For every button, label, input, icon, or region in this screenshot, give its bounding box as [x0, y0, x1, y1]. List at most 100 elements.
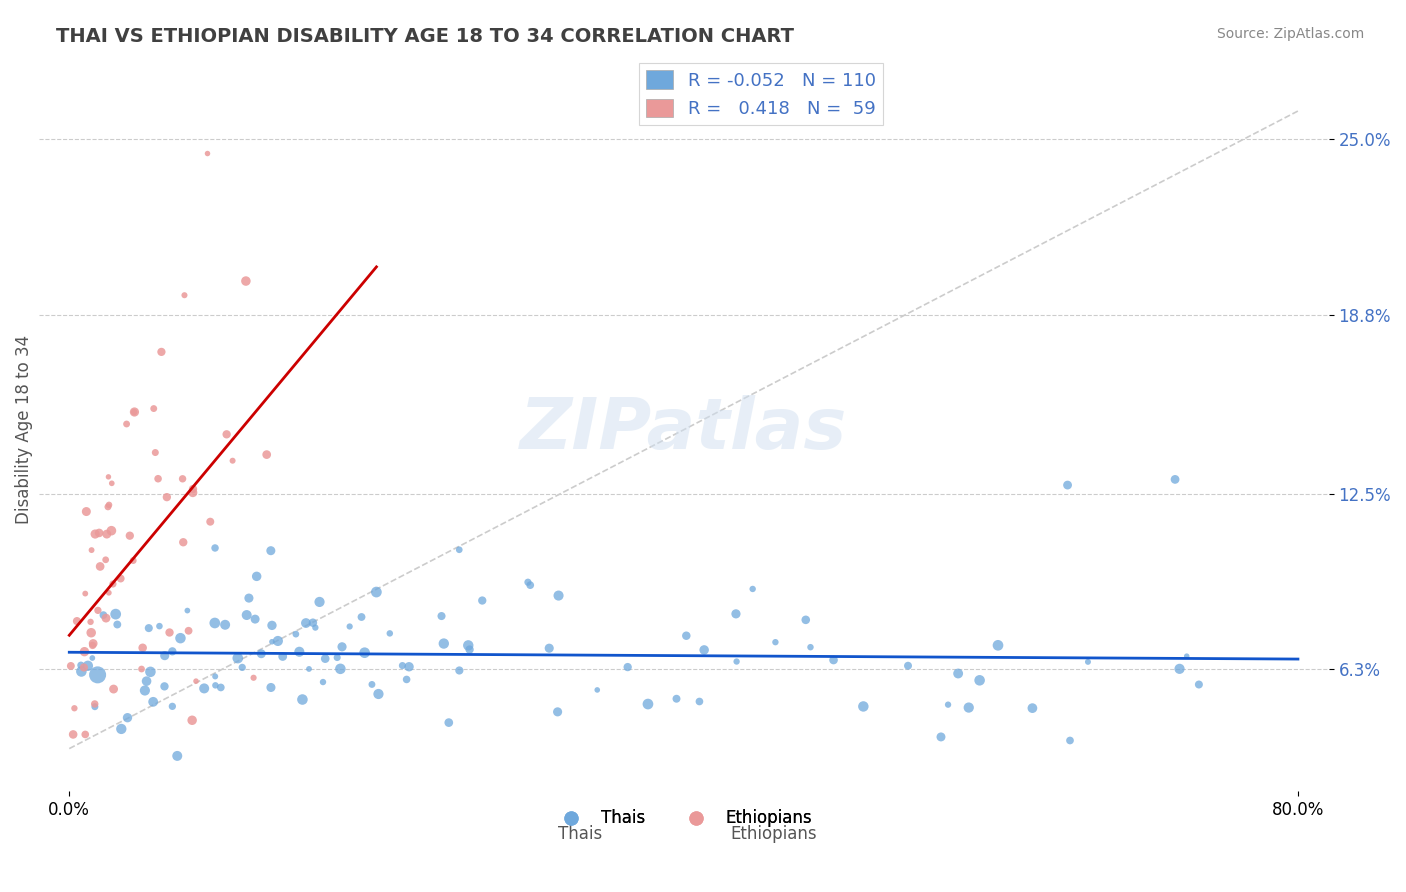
Point: [1168, 662, 1191, 676]
Point: [73, 645, 96, 659]
Point: [105, 617, 128, 632]
Point: [946, 666, 969, 681]
Point: [242, 671, 264, 685]
Point: [897, 658, 920, 673]
Point: [366, 585, 388, 599]
Point: [852, 699, 875, 714]
Point: [89, 525, 111, 540]
Point: [94, 553, 117, 567]
Point: [361, 677, 384, 691]
Point: [156, 490, 179, 504]
Point: [765, 635, 787, 649]
Point: [97, 500, 120, 514]
Point: [209, 681, 232, 695]
Point: [131, 640, 153, 655]
Point: [339, 619, 361, 633]
Point: [94, 611, 117, 625]
Point: [181, 713, 204, 727]
Point: [63, 701, 86, 715]
Point: [231, 660, 253, 674]
Point: [204, 678, 226, 692]
Point: [117, 711, 139, 725]
Point: [449, 542, 471, 557]
Point: [226, 651, 249, 665]
Point: [1175, 649, 1198, 664]
Point: [173, 288, 195, 302]
Point: [260, 681, 283, 695]
Point: [135, 674, 157, 689]
Point: [288, 645, 311, 659]
Point: [304, 621, 326, 635]
Point: [83, 697, 105, 711]
Point: [181, 485, 204, 500]
Point: [449, 664, 471, 678]
Point: [75, 727, 97, 741]
Point: [693, 643, 716, 657]
Point: [665, 691, 688, 706]
Point: [235, 608, 257, 623]
Point: [79, 615, 101, 629]
Point: [148, 619, 170, 633]
Point: [823, 653, 845, 667]
Point: [637, 697, 659, 711]
Point: [75, 586, 97, 600]
Point: [169, 631, 191, 645]
Point: [115, 417, 138, 431]
Point: [271, 649, 294, 664]
Point: [284, 627, 307, 641]
Point: [59, 659, 82, 673]
Point: [457, 638, 479, 652]
Point: [243, 612, 266, 626]
Point: [103, 681, 125, 696]
Point: [98, 498, 121, 512]
Point: [80, 625, 103, 640]
Point: [101, 476, 124, 491]
Point: [329, 662, 352, 676]
Point: [89, 559, 111, 574]
Point: [82, 636, 104, 650]
Point: [519, 578, 541, 592]
Point: [987, 638, 1010, 652]
Point: [250, 647, 273, 661]
Point: [124, 405, 146, 419]
Point: [97, 586, 120, 600]
Point: [238, 591, 260, 606]
Y-axis label: Disability Age 18 to 34: Disability Age 18 to 34: [15, 335, 32, 524]
Point: [66, 614, 89, 628]
Point: [139, 665, 162, 679]
Point: [433, 636, 456, 650]
Point: [184, 674, 207, 689]
Point: [110, 572, 132, 586]
Point: [159, 625, 181, 640]
Point: [957, 700, 980, 714]
Point: [395, 673, 418, 687]
Point: [267, 634, 290, 648]
Point: [298, 662, 321, 676]
Point: [122, 405, 145, 419]
Point: [142, 695, 165, 709]
Point: [197, 146, 219, 161]
Point: [969, 673, 991, 688]
Point: [1164, 472, 1187, 486]
Point: [176, 603, 198, 617]
Point: [458, 642, 481, 657]
Point: [204, 615, 226, 630]
Point: [110, 722, 132, 736]
Point: [799, 640, 821, 655]
Point: [1021, 701, 1043, 715]
Point: [73, 660, 96, 674]
Point: [1056, 478, 1078, 492]
Point: [172, 535, 194, 549]
Text: ZIPatlas: ZIPatlas: [520, 395, 848, 465]
Point: [471, 593, 494, 607]
Point: [260, 634, 283, 648]
Point: [82, 639, 104, 653]
Point: [308, 595, 330, 609]
Point: [378, 626, 401, 640]
Point: [86, 668, 108, 682]
Point: [143, 445, 166, 459]
Point: [688, 694, 710, 708]
Point: [430, 609, 453, 624]
Point: [295, 615, 318, 630]
Point: [177, 624, 200, 638]
